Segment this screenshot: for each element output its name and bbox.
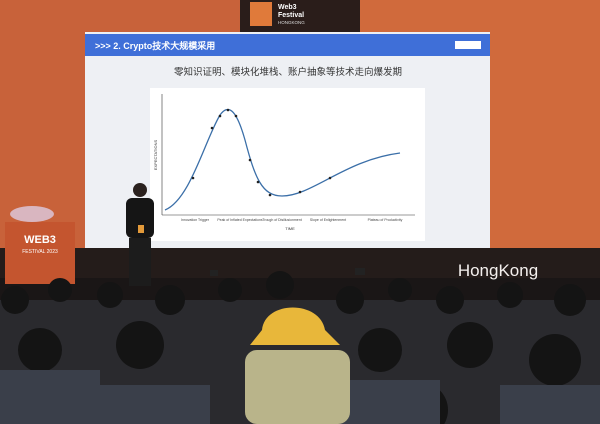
phase-label: Plateau of Productivity: [368, 218, 403, 222]
phase-label: Trough of Disillusionment: [262, 218, 301, 222]
slide-header: [85, 34, 490, 56]
podium-title: WEB3: [24, 234, 56, 246]
podium: [5, 222, 75, 284]
phone: [210, 270, 218, 276]
phase-label: Peak of Inflated Expectations: [217, 218, 263, 222]
slide-title: >>> 2. Crypto技术大规模采用: [95, 40, 215, 51]
speaker-head: [133, 183, 147, 197]
stage-sign: HongKong: [458, 261, 538, 280]
banner-text: HONGKONG: [278, 20, 305, 25]
audience-bodies: [0, 370, 600, 424]
banner-text: Web3: [278, 4, 297, 11]
y-axis-label: EXPECTATIONS: [153, 140, 158, 171]
chart-area: [150, 88, 425, 241]
audience-jacket: [245, 350, 350, 424]
technology-points: [191, 108, 332, 197]
x-axis-label: TIME: [285, 226, 295, 231]
slide-logo: [455, 41, 481, 49]
yellow-hat: [250, 307, 340, 345]
phase-label: Innovation Trigger: [181, 218, 210, 222]
stage: [0, 248, 600, 278]
speaker-body: [126, 198, 154, 238]
festival-logo: [250, 2, 272, 26]
phone: [355, 268, 365, 275]
speaker-badge: [138, 225, 144, 233]
hype-curve: [164, 108, 401, 211]
banner-text: Festival: [278, 12, 304, 19]
podium-subtitle: FESTIVAL 2023: [22, 249, 58, 255]
flowers: [10, 206, 54, 222]
phase-label: Slope of Enlightenment: [310, 218, 346, 222]
speaker-legs: [129, 238, 151, 286]
slide-subtitle: 零知识证明、模块化堆栈、账户抽象等技术走向爆发期: [174, 66, 402, 78]
